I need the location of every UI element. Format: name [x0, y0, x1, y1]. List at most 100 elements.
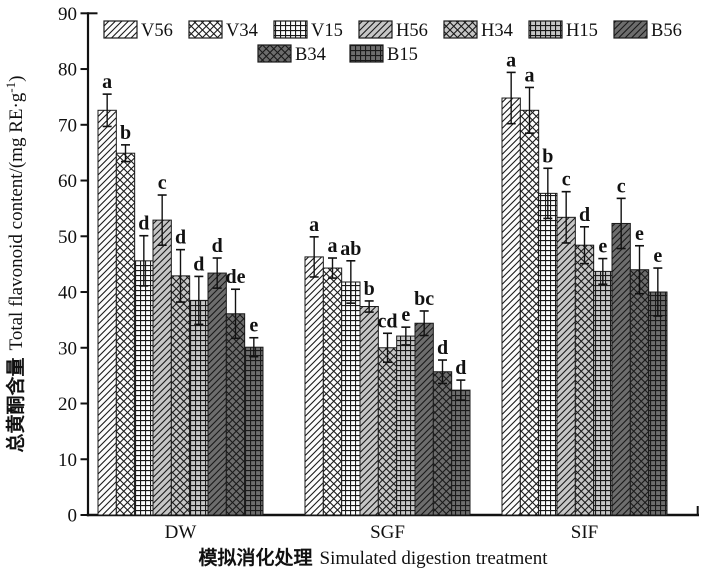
bar-H56-SGF	[359, 306, 379, 516]
error-bar-V56-DW	[102, 93, 112, 128]
error-bar-B15-DW	[249, 336, 259, 358]
y-tick-label-40: 40	[58, 283, 77, 304]
error-bar-V15-SGF	[346, 260, 356, 304]
y-tick-label-50: 50	[58, 227, 77, 248]
error-bar-H34-SGF	[383, 332, 392, 364]
sig-letter-B56-DW: d	[212, 235, 223, 257]
error-bar-V34-SIF	[525, 86, 534, 134]
error-bar-B56-SGF	[419, 310, 429, 337]
legend-item-H34: H34	[443, 20, 513, 41]
sig-letter-B34-SIF: e	[635, 223, 644, 245]
legend-item-V15: V15	[273, 20, 343, 41]
sig-letter-V56-SIF: a	[506, 49, 516, 71]
sig-letter-H15-SIF: e	[598, 236, 607, 258]
error-bar-B15-SIF	[653, 267, 663, 317]
sig-letter-H56-DW: c	[158, 172, 167, 194]
y-axis-title-superscript: -1	[3, 82, 18, 93]
bar-V15-SIF	[538, 192, 558, 516]
bar-H15-DW	[189, 299, 209, 516]
bar-B15-DW	[244, 346, 264, 516]
y-axis-title: 总黄酮含量 Total flavonoid content/(mg RE·g-1)	[3, 76, 27, 453]
legend-label-B56: B56	[651, 21, 682, 41]
legend-label-B34: B34	[295, 45, 326, 65]
y-tick-label-30: 30	[58, 338, 77, 359]
error-bar-H56-SIF	[561, 190, 571, 244]
error-bar-H15-DW	[194, 275, 204, 326]
error-bar-H34-DW	[176, 248, 185, 303]
sig-letter-B56-SGF: bc	[414, 288, 434, 310]
sig-letter-V34-SGF: a	[328, 235, 338, 257]
legend-swatch-V56	[103, 20, 138, 39]
error-bar-V34-DW	[121, 144, 130, 163]
error-bar-H56-SGF	[364, 300, 374, 313]
y-tick-label-70: 70	[58, 115, 77, 136]
y-tick-label-90: 90	[58, 4, 77, 25]
legend-swatch-H15	[528, 20, 563, 39]
bar-B56-SIF	[611, 222, 631, 516]
bar-V56-DW	[97, 109, 117, 516]
legend-swatch-V15	[273, 20, 308, 39]
sig-letter-V56-DW: a	[102, 71, 112, 93]
legend: V56 V34 V15 H56 H34 H15 B56 B34 B15	[103, 20, 682, 65]
legend-swatch-B56	[613, 20, 648, 39]
bar-V15-SGF	[341, 281, 361, 516]
legend-label-V56: V56	[141, 21, 173, 41]
bar-H34-SIF	[574, 244, 595, 516]
error-bar-V15-SIF	[543, 167, 553, 220]
error-bar-B34-DW	[231, 288, 240, 340]
sig-letter-B34-DW: de	[226, 266, 246, 288]
y-tick-label-20: 20	[58, 394, 77, 415]
sig-letter-H56-SGF: b	[364, 278, 375, 300]
bar-B34-SGF	[432, 371, 453, 516]
y-axis-title-cn: 总黄酮含量	[4, 357, 27, 452]
sig-letter-B15-SGF: d	[455, 357, 466, 379]
bar-V56-SGF	[304, 256, 324, 516]
bar-B34-SIF	[629, 269, 650, 516]
bar-V56-SIF	[501, 97, 521, 516]
sig-letter-H34-SIF: d	[579, 204, 590, 226]
sig-letter-H34-SGF: cd	[378, 310, 398, 332]
sig-letter-V15-SGF: ab	[340, 238, 361, 260]
error-bar-V56-SIF	[506, 71, 516, 125]
bars-group	[97, 97, 668, 516]
y-tick-label-0: 0	[68, 506, 78, 527]
error-bar-H15-SIF	[598, 257, 608, 286]
sig-letter-B15-DW: e	[249, 315, 258, 337]
bar-H15-SIF	[593, 270, 613, 516]
sig-letter-V34-SIF: a	[525, 64, 535, 86]
error-bar-B34-SGF	[438, 359, 447, 385]
y-tick-label-10: 10	[58, 450, 77, 471]
bar-H34-SGF	[377, 347, 398, 516]
legend-label-H34: H34	[481, 21, 513, 41]
sig-letter-H56-SIF: c	[562, 169, 571, 191]
bar-H34-DW	[170, 275, 191, 516]
error-bar-H15-SGF	[401, 326, 411, 346]
legend-item-B56: B56	[613, 20, 682, 41]
error-bar-V15-DW	[139, 234, 149, 287]
sig-letter-H15-DW: d	[193, 253, 204, 275]
legend-label-V34: V34	[226, 21, 258, 41]
error-bar-B15-SGF	[456, 379, 466, 401]
bar-V34-SGF	[322, 267, 343, 516]
bar-B56-SGF	[414, 322, 434, 516]
bar-B15-SIF	[648, 291, 668, 516]
y-axis-ticks: 0 10 20 30 40 50 60 70 80 90	[58, 4, 88, 527]
legend-item-B34: B34	[257, 44, 326, 65]
legend-item-H56: H56	[358, 20, 428, 41]
legend-item-H15: H15	[528, 20, 598, 41]
error-bars-group	[102, 71, 663, 401]
legend-label-H15: H15	[566, 21, 598, 41]
legend-swatch-B15	[349, 44, 384, 63]
x-axis-title-en: Simulated digestion treatment	[320, 548, 549, 569]
sig-letter-B15-SIF: e	[653, 245, 662, 267]
legend-swatch-V34	[188, 20, 223, 39]
bar-V15-DW	[134, 260, 154, 516]
bar-H56-DW	[152, 219, 172, 516]
bar-V34-SIF	[519, 109, 540, 516]
sig-letter-V15-DW: d	[138, 213, 149, 235]
x-axis-title-cn: 模拟消化处理	[199, 546, 313, 569]
x-category-label-SIF: SIF	[571, 522, 598, 543]
sig-letter-B56-SIF: c	[617, 175, 626, 197]
x-category-label-SGF: SGF	[370, 522, 405, 543]
